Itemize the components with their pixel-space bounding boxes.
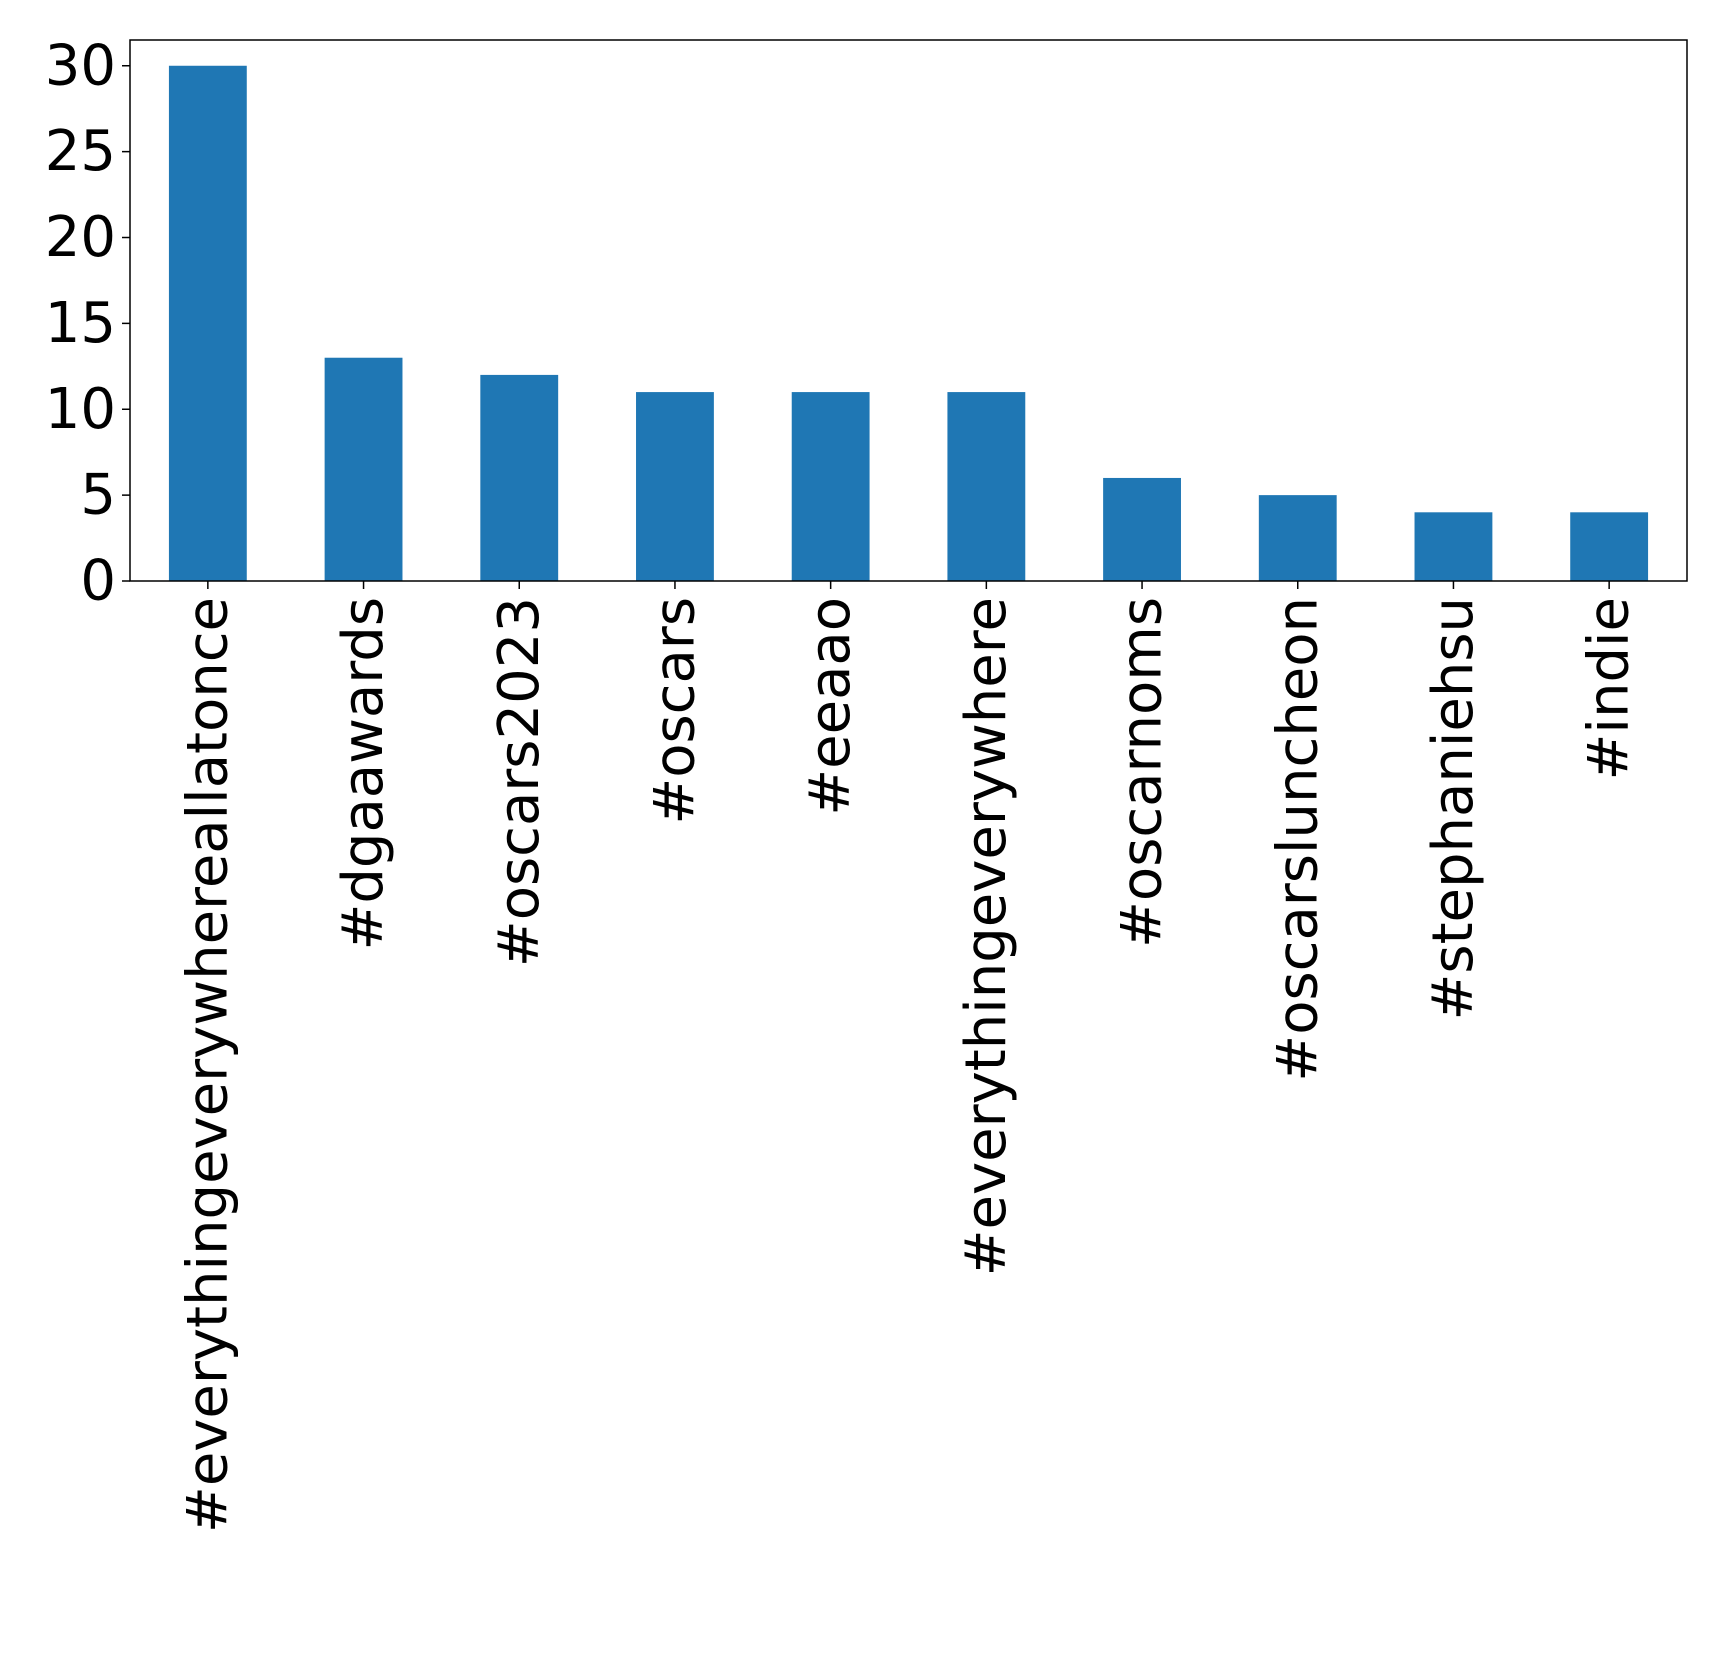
y-tick-label: 20 xyxy=(45,205,116,270)
y-axis: 0 5 10 15 20 25 30 xyxy=(45,33,130,614)
bar xyxy=(947,392,1026,581)
bar xyxy=(324,357,403,581)
x-tick-label: #dgaawards xyxy=(331,597,396,951)
y-tick-label: 10 xyxy=(45,377,116,442)
bar xyxy=(1103,477,1181,581)
x-tick-label: #eeaao xyxy=(798,597,863,816)
plot-frame xyxy=(129,39,1688,582)
y-tick-label: 15 xyxy=(45,291,116,356)
bars-group xyxy=(168,65,1649,581)
y-tick-label: 30 xyxy=(45,33,116,98)
bar xyxy=(1570,512,1649,581)
y-tick-label: 0 xyxy=(80,549,116,614)
y-tick-label: 25 xyxy=(45,119,116,184)
bar xyxy=(1414,512,1493,581)
bar xyxy=(1258,495,1337,581)
x-tick-label: #everythingeverywhereallatonce xyxy=(175,597,240,1533)
bar xyxy=(168,65,247,581)
x-tick-label: #oscarsluncheon xyxy=(1265,597,1330,1082)
x-tick-label: #indie xyxy=(1577,597,1642,781)
x-tick-label: #oscars2023 xyxy=(487,597,552,967)
y-tick-label: 5 xyxy=(80,463,116,528)
x-tick-label: #everythingeverywhere xyxy=(954,597,1019,1276)
x-tick-label: #oscarnoms xyxy=(1110,597,1175,948)
x-axis: #everythingeverywhereallatonce #dgaawards… xyxy=(175,581,1642,1533)
x-tick-label: #oscars xyxy=(642,597,707,825)
x-tick-label: #stephaniehsu xyxy=(1421,597,1486,1021)
bar xyxy=(480,374,559,581)
bar xyxy=(791,392,870,581)
bar xyxy=(636,392,714,581)
